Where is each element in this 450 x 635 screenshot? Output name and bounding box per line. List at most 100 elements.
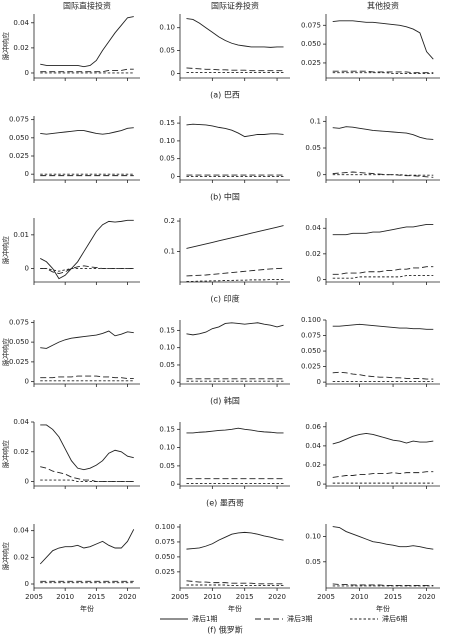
y-tick-label: 0.075 xyxy=(9,318,29,326)
legend-label: 滞后3期 xyxy=(287,614,312,623)
y-tick-label: 0.04 xyxy=(13,527,29,535)
legend-label: 滞后1期 xyxy=(192,614,217,623)
x-tick-label: 2015 xyxy=(87,593,105,601)
series-line xyxy=(332,323,434,330)
series-line xyxy=(332,583,434,586)
y-tick-label: 0.075 xyxy=(301,21,321,29)
row-caption: (a) 巴西 xyxy=(210,91,240,100)
row-caption: (d) 韩国 xyxy=(210,396,240,406)
y-tick-label: 0 xyxy=(25,69,29,77)
y-tick-label: 0.05 xyxy=(159,155,175,163)
y-tick-label: 0.025 xyxy=(301,363,321,371)
y-tick-label: 0 xyxy=(25,478,29,486)
y-tick-label: 0.025 xyxy=(155,568,175,576)
row-caption: (b) 中国 xyxy=(210,192,240,202)
y-tick-label: 0.15 xyxy=(159,326,175,334)
y-axis-label: 脉冲响应 xyxy=(1,542,10,570)
y-tick-label: 0.2 xyxy=(164,217,175,225)
y-tick-label: 0.075 xyxy=(155,538,175,546)
y-tick-label: 0.05 xyxy=(159,361,175,369)
y-tick-label: 0.025 xyxy=(301,59,321,67)
series-line xyxy=(332,223,434,236)
row-caption: (f) 俄罗斯 xyxy=(207,625,243,635)
y-tick-label: 0.04 xyxy=(305,442,321,450)
y-tick-label: 0.04 xyxy=(305,224,321,232)
series-line xyxy=(40,219,134,280)
column-title: 国际证券投资 xyxy=(211,1,259,11)
y-tick-label: 0.04 xyxy=(13,19,29,27)
y-tick-label: 0.02 xyxy=(305,461,321,469)
y-tick-label: 0 xyxy=(25,378,29,386)
y-tick-label: 0.01 xyxy=(13,231,29,239)
series-line xyxy=(39,529,135,565)
series-line xyxy=(40,16,134,68)
y-tick-label: 0.100 xyxy=(155,523,175,531)
y-tick-label: 0.025 xyxy=(9,358,29,366)
x-tick-label: 2015 xyxy=(384,593,402,601)
column-title: 其他投资 xyxy=(367,1,399,11)
series-line xyxy=(332,471,434,478)
y-tick-label: 0.15 xyxy=(159,425,175,433)
y-tick-label: 0.075 xyxy=(9,116,29,124)
series-line xyxy=(40,466,134,482)
series-line xyxy=(186,123,284,138)
y-tick-label: 0.10 xyxy=(159,344,175,352)
y-tick-label: 0.02 xyxy=(13,448,29,456)
series-line xyxy=(186,225,284,249)
series-line xyxy=(40,375,134,379)
x-tick-label: 2020 xyxy=(418,593,436,601)
y-tick-label: 0.15 xyxy=(159,119,175,127)
y-tick-label: 0.05 xyxy=(305,144,321,152)
y-tick-label: 0.10 xyxy=(159,24,175,32)
series-line xyxy=(332,20,434,60)
series-line xyxy=(40,479,134,482)
series-line xyxy=(332,72,434,74)
x-axis-label: 年份 xyxy=(80,604,94,613)
y-tick-label: 0.1 xyxy=(164,248,175,256)
x-tick-label: 2005 xyxy=(25,593,43,601)
y-tick-label: 0.050 xyxy=(301,347,321,355)
y-tick-label: 0.075 xyxy=(301,332,321,340)
y-tick-label: 0 xyxy=(317,171,321,179)
y-tick-label: 0.10 xyxy=(305,533,321,541)
y-axis-label: 脉冲响应 xyxy=(1,32,10,60)
series-line xyxy=(332,70,434,74)
y-tick-label: 0.05 xyxy=(305,558,321,566)
series-line xyxy=(40,68,134,73)
series-line xyxy=(332,433,434,445)
x-tick-label: 2005 xyxy=(317,593,335,601)
y-tick-label: 0.1 xyxy=(310,117,321,125)
y-tick-label: 0.100 xyxy=(301,316,321,324)
y-tick-label: 0 xyxy=(171,172,175,180)
x-tick-label: 2020 xyxy=(119,593,137,601)
series-line xyxy=(186,580,284,585)
y-tick-label: 0.05 xyxy=(159,47,175,55)
series-line xyxy=(332,266,434,275)
series-line xyxy=(186,67,284,72)
series-line xyxy=(40,424,134,471)
series-line xyxy=(186,584,284,587)
x-tick-label: 2005 xyxy=(171,593,189,601)
y-tick-label: 0 xyxy=(25,170,29,178)
y-tick-label: 0 xyxy=(317,480,321,488)
series-line xyxy=(332,371,434,380)
row-caption: (e) 墨西哥 xyxy=(206,499,244,508)
series-line xyxy=(40,127,134,135)
y-tick-label: 0 xyxy=(25,580,29,588)
x-tick-label: 2020 xyxy=(268,593,286,601)
series-line xyxy=(186,322,284,336)
x-tick-label: 2010 xyxy=(56,593,74,601)
y-tick-label: 0 xyxy=(171,480,175,488)
row-caption: (c) 印度 xyxy=(210,294,239,304)
y-tick-label: 0 xyxy=(317,378,321,386)
column-title: 国际直接投资 xyxy=(63,1,111,11)
y-tick-label: 0.10 xyxy=(159,137,175,145)
y-tick-label: 0 xyxy=(171,378,175,386)
y-tick-label: 0.050 xyxy=(301,40,321,48)
y-tick-label: 0.06 xyxy=(305,423,321,431)
series-line xyxy=(332,126,434,140)
y-tick-label: 0.10 xyxy=(159,444,175,452)
series-line xyxy=(40,268,134,272)
series-line xyxy=(332,174,434,176)
